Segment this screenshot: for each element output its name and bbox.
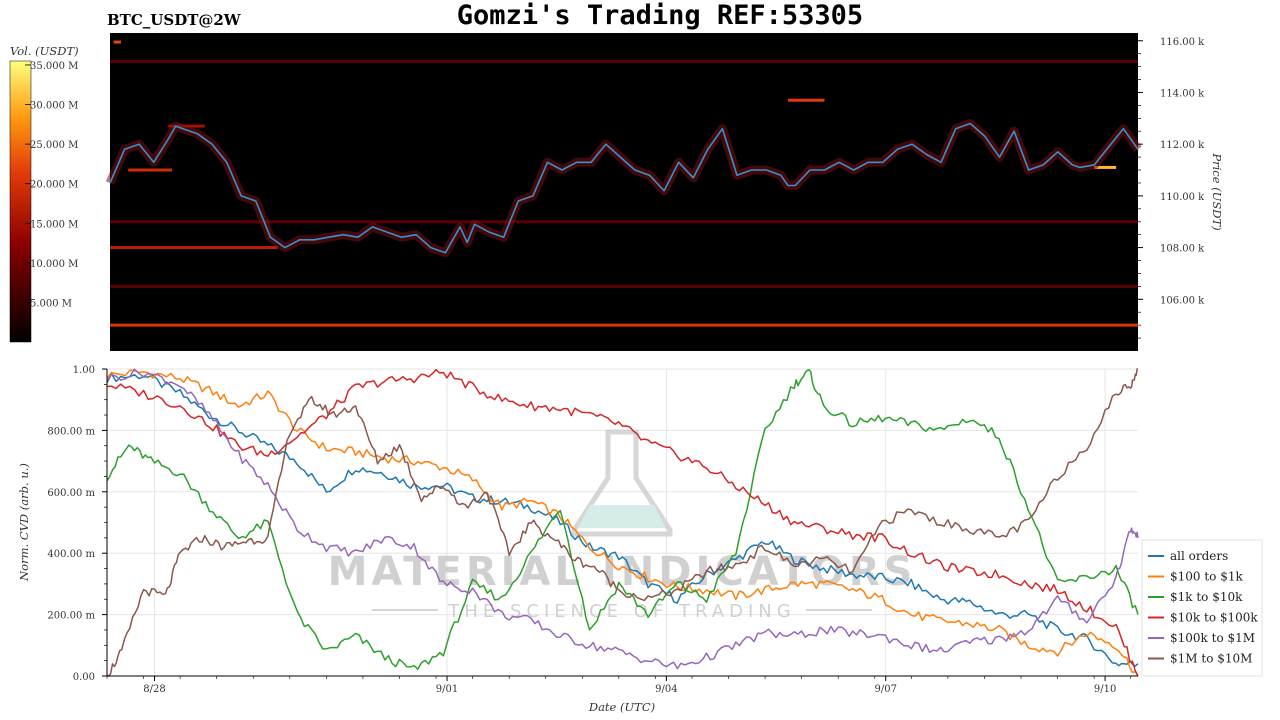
cvd-line — [106, 368, 1139, 670]
colorbar-tick-label: 5.000 M — [30, 298, 72, 309]
cvd-y-tick-label: 600.00 m — [47, 488, 95, 499]
cvd-y-axis-label: Norm. CVD (arb. u.) — [17, 463, 31, 582]
price-series — [105, 119, 1142, 258]
cvd-line — [106, 369, 1139, 677]
price-axis-label: Price (USDT) — [1210, 152, 1224, 230]
watermark-subtitle: THE SCIENCE OF TRADING — [447, 601, 795, 622]
cvd-series — [106, 368, 1139, 677]
legend-entry: $100k to $1M — [1170, 631, 1255, 645]
colorbar-tick-label: 20.000 M — [30, 180, 78, 191]
cvd-x-ticks: 8/28 9/01 9/04 9/07 9/10 — [106, 676, 1131, 695]
cvd-line — [106, 368, 1139, 677]
colorbar-ticks: 5.000 M 10.000 M 15.000 M 20.000 M 25.000 M 3… — [25, 61, 78, 309]
colorbar-tick-label: 10.000 M — [30, 259, 78, 270]
liquidity-wall — [110, 284, 1138, 288]
legend-entry: $10k to $100k — [1170, 611, 1258, 625]
colorbar-tick-label: 25.000 M — [30, 140, 78, 151]
cvd-line — [107, 368, 1138, 677]
liquidity-wall — [110, 323, 1138, 327]
cvd-y-tick-label: 1.00 — [73, 365, 95, 376]
legend-entry: $1M to $10M — [1170, 652, 1252, 666]
price-tick-label: 116.00 k — [1160, 37, 1205, 48]
liquidity-wall — [788, 98, 825, 102]
price-axis-ticks: 106.00 k 108.00 k 110.00 k 112.00 k 114.00 k… — [1138, 37, 1205, 339]
cvd-y-ticks: 0.00 200.00 m 400.00 m 600.00 m 800.00 m 1.00 — [47, 365, 107, 683]
colorbar-tick-label: 15.000 M — [30, 219, 78, 230]
liquidity-wall — [110, 220, 1138, 224]
watermark: MATERIAL INDICATORS THE SCIENCE OF TRADI… — [328, 429, 912, 622]
price-tick-label: 114.00 k — [1160, 88, 1205, 99]
cvd-x-tick-label: 9/01 — [436, 684, 458, 695]
cvd-x-tick-label: 9/04 — [655, 684, 677, 695]
legend-entry: all orders — [1170, 549, 1228, 563]
liquidity-wall — [1094, 165, 1117, 169]
colorbar-tick-label: 30.000 M — [30, 101, 78, 112]
legend-entry: $1k to $10k — [1170, 590, 1243, 604]
heatmap-panel — [110, 33, 1138, 351]
cvd-y-tick-label: 200.00 m — [47, 611, 95, 622]
price-tick-label: 108.00 k — [1160, 244, 1205, 255]
cvd-line — [106, 373, 1139, 667]
cvd-x-tick-label: 8/28 — [143, 684, 165, 695]
cvd-y-tick-label: 400.00 m — [47, 549, 95, 560]
price-tick-label: 106.00 k — [1160, 295, 1205, 306]
colorbar — [9, 60, 32, 343]
liquidity-wall — [128, 168, 172, 172]
price-tick-label: 110.00 k — [1160, 192, 1205, 203]
legend-entry: $100 to $1k — [1170, 570, 1243, 584]
symbol-label: BTC_USDT@2W — [107, 11, 242, 29]
cvd-y-tick-label: 800.00 m — [47, 426, 95, 437]
cvd-x-tick-label: 9/10 — [1094, 684, 1116, 695]
colorbar-tick-label: 35.000 M — [30, 61, 78, 72]
legend: all orders $100 to $1k $1k to $10k $10k to … — [1141, 539, 1263, 677]
liquidity-wall — [113, 40, 121, 44]
liquidity-wall — [110, 246, 278, 250]
colorbar-label: Vol. (USDT) — [10, 44, 79, 58]
cvd-line — [106, 368, 1139, 670]
chart-title: Gomzi's Trading REF:53305 — [457, 0, 863, 31]
cvd-y-tick-label: 0.00 — [73, 672, 95, 683]
price-tick-label: 112.00 k — [1160, 140, 1205, 151]
cvd-x-tick-label: 9/07 — [874, 684, 896, 695]
cvd-x-axis-label: Date (UTC) — [588, 700, 655, 714]
legend-box — [1141, 539, 1263, 677]
liquidity-wall — [110, 59, 1138, 63]
price-line — [109, 122, 1139, 254]
flask-icon — [571, 429, 673, 537]
